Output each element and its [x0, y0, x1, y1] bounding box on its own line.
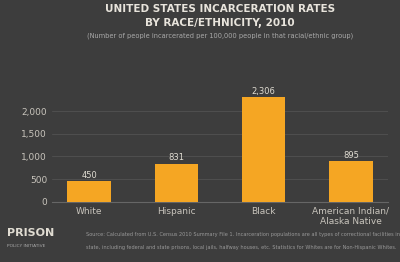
Text: state, including federal and state prisons, local jails, halfway houses, etc. St: state, including federal and state priso…	[86, 245, 396, 250]
Text: 2,306: 2,306	[252, 86, 276, 96]
Text: (Number of people incarcerated per 100,000 people in that racial/ethnic group): (Number of people incarcerated per 100,0…	[87, 33, 353, 39]
Text: 895: 895	[343, 151, 359, 160]
Text: 831: 831	[168, 154, 184, 162]
Text: PRISON: PRISON	[7, 228, 54, 238]
Text: BY RACE/ETHNICITY, 2010: BY RACE/ETHNICITY, 2010	[145, 18, 295, 28]
Text: POLICY INITIATIVE: POLICY INITIATIVE	[7, 244, 46, 248]
Bar	[67, 181, 111, 202]
Bar	[242, 97, 286, 202]
Text: UNITED STATES INCARCERATION RATES: UNITED STATES INCARCERATION RATES	[105, 4, 335, 14]
Bar	[154, 164, 198, 202]
Text: Source: Calculated from U.S. Census 2010 Summary File 1. Incarceration populatio: Source: Calculated from U.S. Census 2010…	[86, 232, 400, 237]
Bar	[329, 161, 373, 202]
Text: 450: 450	[81, 171, 97, 180]
